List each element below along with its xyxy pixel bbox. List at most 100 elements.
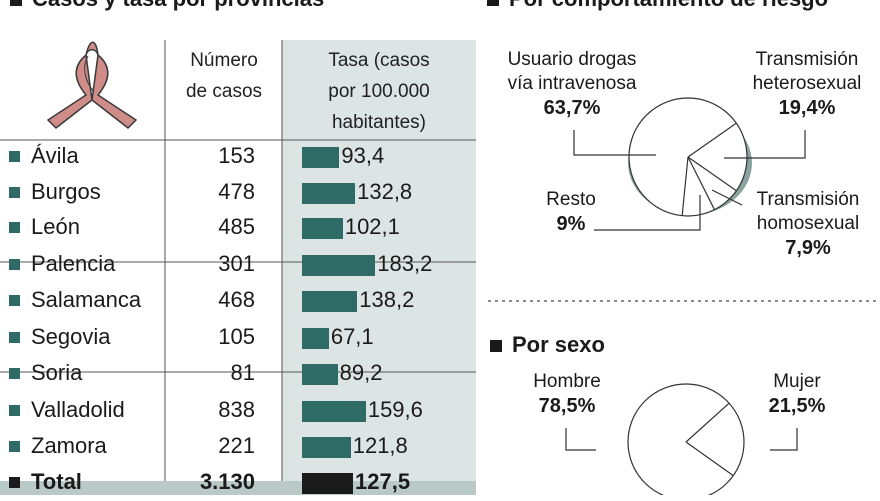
table-row: Burgos 478 132,8 xyxy=(0,175,476,211)
table-row: Segovia 105 67,1 xyxy=(0,320,476,356)
label-line: homosexual xyxy=(756,213,860,234)
pie-slice-boundary xyxy=(685,402,730,443)
row-bullet-icon xyxy=(9,477,20,488)
cases-column-header: Número de casos xyxy=(166,45,282,107)
table-row: Total 3.130 127,5 xyxy=(0,465,476,501)
rate-bar xyxy=(302,473,353,494)
total-row-bg xyxy=(0,481,476,495)
case-count: 485 xyxy=(218,214,255,239)
rate-value: 132,8 xyxy=(357,179,413,204)
rate-value: 93,4 xyxy=(341,143,385,168)
row-bullet-icon xyxy=(9,222,20,233)
rate-value: 89,2 xyxy=(339,360,383,385)
label-drug-users: Usuario drogas vía intravenosa 63,7% xyxy=(496,48,648,121)
table-section-title-text: Casos y tasa por provincias xyxy=(32,0,324,11)
label-percent: 78,5% xyxy=(538,395,596,417)
header-line: de casos xyxy=(185,81,263,102)
leader-line xyxy=(565,428,596,451)
province-name: León xyxy=(31,214,80,239)
label-percent: 7,9% xyxy=(785,237,831,259)
province-name: Palencia xyxy=(31,251,116,276)
pie-slice-boundary xyxy=(687,156,737,192)
label-percent: 9% xyxy=(556,213,586,235)
pie-slice-boundary xyxy=(681,156,689,216)
label-line: Hombre xyxy=(533,371,601,392)
pie-shadow xyxy=(628,111,752,215)
province-name: Segovia xyxy=(31,324,111,349)
rate-bar xyxy=(302,328,329,349)
sex-section-title-text: Por sexo xyxy=(512,332,605,357)
case-count: 838 xyxy=(218,397,255,422)
ribbon-icon xyxy=(46,41,138,129)
label-percent: 21,5% xyxy=(768,395,826,417)
case-count: 221 xyxy=(218,433,255,458)
row-bullet-icon xyxy=(9,295,20,306)
label-line: Transmisión xyxy=(756,189,860,210)
label-line: heterosexual xyxy=(752,73,862,94)
rate-bar xyxy=(302,437,351,458)
label-female: Mujer 21,5% xyxy=(752,370,842,419)
label-line: Usuario drogas xyxy=(507,49,637,70)
case-count: 301 xyxy=(218,251,255,276)
table-row: León 485 102,1 xyxy=(0,210,476,246)
pie-slice-boundary xyxy=(687,156,716,210)
rate-bar xyxy=(302,183,356,204)
header-line: Número xyxy=(190,50,258,71)
title-bullet-icon xyxy=(10,0,22,7)
rate-bar xyxy=(302,147,340,168)
rate-bar xyxy=(302,291,358,312)
rate-column-header: Tasa (casos por 100.000 habitantes) xyxy=(282,45,476,138)
rate-value: 183,2 xyxy=(377,251,433,276)
row-bullet-icon xyxy=(9,332,20,343)
risk-section-title: Por comportamiento de riesgo xyxy=(487,0,828,12)
row-bullet-icon xyxy=(9,259,20,270)
leader-line xyxy=(573,130,656,156)
table-row: Valladolid 838 159,6 xyxy=(0,393,476,429)
table-row: Zamora 221 121,8 xyxy=(0,429,476,465)
label-percent: 19,4% xyxy=(778,97,836,119)
province-name: Ávila xyxy=(31,143,79,168)
table-row: Palencia 301 183,2 xyxy=(0,247,476,283)
rate-bar xyxy=(302,255,376,276)
province-name: Zamora xyxy=(31,433,107,458)
sex-section-title: Por sexo xyxy=(490,332,605,358)
pie-disc xyxy=(627,383,745,495)
leader-line xyxy=(770,428,798,451)
label-line: vía intravenosa xyxy=(507,73,637,94)
row-bullet-icon xyxy=(9,441,20,452)
case-count: 478 xyxy=(218,179,255,204)
label-male: Hombre 78,5% xyxy=(520,370,614,419)
rate-bar xyxy=(302,364,338,385)
province-name: Total xyxy=(31,469,82,494)
label-line: Resto xyxy=(546,189,596,210)
rate-value: 127,5 xyxy=(355,469,411,494)
province-table: Número de casos Tasa (casos por 100.000 … xyxy=(0,40,476,495)
rate-bar xyxy=(302,401,366,422)
leader-line xyxy=(724,130,806,159)
header-line: por 100.000 xyxy=(328,81,430,102)
case-count: 468 xyxy=(218,287,255,312)
table-row: Soria 81 89,2 xyxy=(0,356,476,392)
header-line: Tasa (casos xyxy=(328,50,430,71)
rate-value: 138,2 xyxy=(359,287,415,312)
case-count: 105 xyxy=(218,324,255,349)
case-count: 153 xyxy=(218,143,255,168)
row-bullet-icon xyxy=(9,187,20,198)
risk-section-title-text: Por comportamiento de riesgo xyxy=(509,0,828,11)
pie-slice-boundary xyxy=(685,441,734,477)
province-name: Burgos xyxy=(31,179,101,204)
label-line: Transmisión xyxy=(755,49,859,70)
rate-value: 121,8 xyxy=(352,433,408,458)
row-bullet-icon xyxy=(9,368,20,379)
rate-value: 159,6 xyxy=(367,397,423,422)
case-count: 3.130 xyxy=(199,469,255,494)
row-bullet-icon xyxy=(9,405,20,416)
label-line: Mujer xyxy=(773,371,821,392)
leader-line xyxy=(711,189,743,206)
case-count: 81 xyxy=(230,360,255,385)
label-homosexual: Transmisión homosexual 7,9% xyxy=(744,188,872,261)
province-name: Soria xyxy=(31,360,83,385)
header-line: habitantes) xyxy=(331,112,426,133)
rate-bar xyxy=(302,218,343,239)
label-percent: 63,7% xyxy=(543,97,601,119)
